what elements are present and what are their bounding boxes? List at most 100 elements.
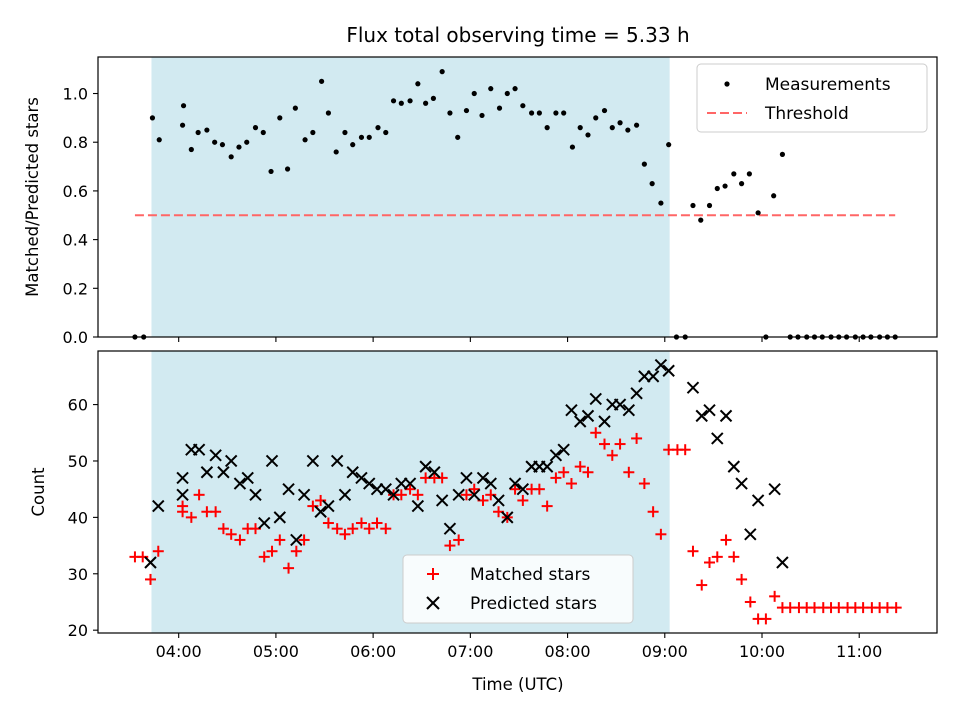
measurement-point <box>390 98 397 104</box>
predicted-star-point <box>501 511 514 524</box>
matched-star-point <box>339 528 351 540</box>
predicted-star-point <box>403 477 417 490</box>
matched-star-point <box>623 466 635 478</box>
measurement-point <box>488 86 494 92</box>
measurement-point <box>212 139 218 145</box>
predicted-star-point <box>290 533 303 547</box>
measurement-point <box>366 134 372 140</box>
observing-window-top <box>151 57 670 337</box>
predicted-star-point <box>330 454 344 468</box>
matched-star-point <box>769 590 781 602</box>
ylabel-bottom: Count <box>29 467 48 517</box>
predicted-star-point <box>346 466 359 479</box>
matched-star-point <box>185 511 197 523</box>
measurement-point <box>706 202 713 209</box>
measurement-point <box>455 134 461 140</box>
predicted-star-point <box>719 409 733 423</box>
matched-star-point <box>225 528 237 540</box>
measurement-point <box>463 107 470 114</box>
predicted-star-point <box>460 471 473 485</box>
measurement-point <box>698 217 704 223</box>
measurement-point <box>585 132 591 138</box>
measurement-point <box>690 202 696 209</box>
measurement-point <box>292 105 298 111</box>
predicted-star-point <box>703 404 716 417</box>
measurement-point <box>447 110 453 116</box>
matched-star-point <box>266 545 278 557</box>
measurement-point <box>375 125 381 131</box>
y-tick-label: 1.0 <box>63 85 88 104</box>
measurement-point <box>398 100 404 106</box>
legend-marker-predicted <box>426 596 440 610</box>
matched-star-point <box>533 483 545 495</box>
predicted-star-point <box>476 471 490 485</box>
predicted-star-point <box>776 556 789 569</box>
measurement-point <box>310 129 316 136</box>
predicted-star-point <box>695 409 708 423</box>
measurement-point <box>520 103 526 109</box>
measurement-point <box>252 125 259 131</box>
measurement-point <box>284 166 291 172</box>
y-tick-label: 0.8 <box>63 133 88 152</box>
y-tick-label: 0.0 <box>63 328 88 347</box>
predicted-star-point <box>306 454 320 468</box>
matched-star-point <box>331 523 343 535</box>
predicted-star-point <box>200 466 214 479</box>
measurement-point <box>779 151 786 157</box>
matched-star-point <box>687 545 699 557</box>
panel-ratio: 0.0 0.2 0.4 0.6 0.8 1.0 Matched/Predicted sta… <box>23 56 938 347</box>
matched-star-point <box>380 523 392 535</box>
matched-star-point <box>590 427 602 439</box>
measurement-point <box>633 122 640 128</box>
matched-star-point <box>137 551 149 563</box>
panel-count: 20 30 40 50 60 04:00 05:00 06:00 07:00 08:00 09:0… <box>29 350 938 694</box>
matched-star-point <box>363 523 375 535</box>
x-tick-label: 08:00 <box>545 642 591 661</box>
predicted-star-point <box>727 460 741 473</box>
measurement-point <box>771 193 777 199</box>
measurement-point <box>188 146 194 153</box>
matched-star-point <box>258 551 270 563</box>
matched-star-point <box>647 506 659 518</box>
x-tick-label: 11:00 <box>836 642 882 661</box>
predicted-star-point <box>589 392 602 406</box>
x-tick-label: 04:00 <box>156 642 202 661</box>
matched-star-point <box>574 461 586 473</box>
measurement-point <box>496 105 503 111</box>
predicted-star-point <box>144 556 157 569</box>
measurement-point <box>439 69 445 75</box>
measurement-point <box>180 103 187 109</box>
predicted-star-point <box>233 477 247 490</box>
measurement-point <box>755 210 761 216</box>
matched-star-point <box>234 534 246 546</box>
measurement-point <box>383 129 389 136</box>
matched-star-point <box>541 500 553 512</box>
y-tick-label: 40 <box>68 508 88 527</box>
predicted-star-point <box>613 398 627 411</box>
measurement-point <box>358 134 365 140</box>
predicted-star-point <box>152 499 165 513</box>
legend-marker-measurements <box>724 81 730 87</box>
y-tick-label: 30 <box>68 565 88 584</box>
measurement-point <box>512 86 518 92</box>
measurement-point <box>302 137 308 143</box>
matched-star-point <box>599 438 611 450</box>
predicted-star-point <box>646 370 660 383</box>
measurement-point <box>423 100 429 106</box>
predicted-star-point <box>751 494 765 507</box>
predicted-star-point <box>258 516 271 530</box>
measurement-point <box>149 115 156 121</box>
predicted-star-point <box>428 466 441 479</box>
predicted-star-point <box>638 370 651 383</box>
matched-star-point <box>890 602 902 614</box>
predicted-star-point <box>735 477 748 490</box>
matched-star-point <box>290 545 302 557</box>
measurement-point <box>179 122 186 128</box>
xlabel: Time (UTC) <box>471 675 563 694</box>
predicted-star-point <box>217 466 230 479</box>
measurement-point <box>415 81 421 87</box>
matched-star-point <box>655 528 667 540</box>
ylabel-top: Matched/Predicted stars <box>23 97 42 297</box>
measurement-point <box>561 110 567 116</box>
predicted-star-point <box>508 477 522 490</box>
